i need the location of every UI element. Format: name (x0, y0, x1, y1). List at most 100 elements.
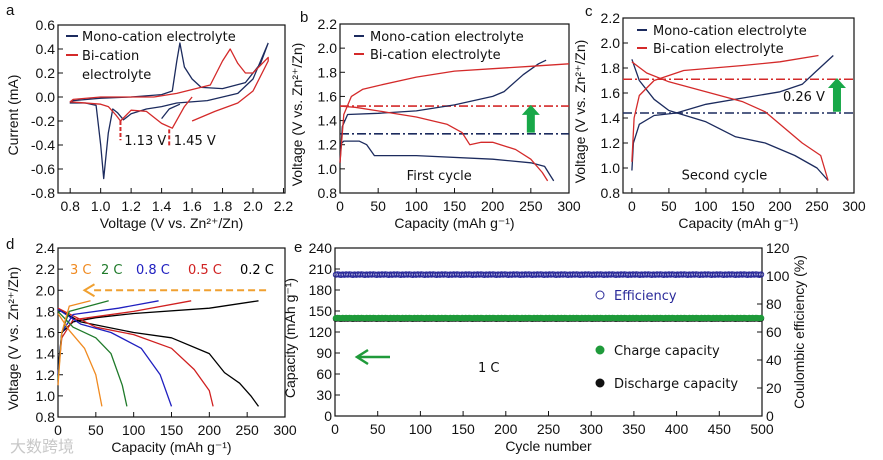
x-tick-label: 150 (451, 421, 475, 437)
legend-marker (595, 290, 605, 300)
x-tick-label: 350 (622, 421, 646, 437)
x-tick-label: 50 (370, 421, 386, 437)
cycle-label: First cycle (407, 169, 472, 184)
series-line-0-2-c (57, 300, 260, 407)
series-line-0-5-c (57, 300, 214, 407)
y2-tick-label: 20 (766, 380, 782, 396)
y2-tick-label: 40 (766, 352, 782, 368)
y-tick-label: 30 (316, 387, 332, 403)
x-tick-label: 300 (273, 422, 297, 438)
rate-label: 0.5 C (188, 263, 222, 278)
y2-tick-label: 120 (766, 240, 790, 256)
series-line-bi-discharge (631, 61, 829, 181)
x-tick-label: 1.6 (182, 198, 202, 214)
y2-axis-label: Coulombic efficiency (%) (791, 255, 807, 409)
y-tick-label: 90 (316, 345, 332, 361)
x-tick-label: 0 (628, 198, 636, 214)
green-up-arrow-icon (521, 104, 540, 133)
legend-bi: Bi-cation (82, 49, 139, 64)
y-tick-label: 0.4 (36, 41, 56, 57)
y-tick-label: 60 (316, 366, 332, 382)
legend-bi: Bi-cation electrolyte (370, 48, 501, 63)
x-tick-label: 150 (160, 422, 184, 438)
x-tick-label: 450 (708, 421, 732, 437)
y-tick-label: -0.2 (31, 113, 55, 129)
legend-mono: Mono-cation electrolyte (370, 30, 524, 45)
x-tick-label: 300 (842, 198, 866, 214)
y-tick-label: 1.0 (318, 161, 338, 177)
legend-bi: Bi-cation electrolyte (653, 42, 784, 57)
y-tick-label: 1.2 (318, 137, 338, 153)
x-axis-label: Capacity (mAh g⁻¹) (678, 215, 798, 231)
peak-label-1-13v: 1.13 V (124, 134, 166, 149)
series-line-bi-charge (631, 54, 819, 162)
x-tick-label: 200 (198, 422, 222, 438)
x-tick-label: 150 (443, 198, 467, 214)
y-axis-label: Voltage (V vs. Zn²⁺/Zn) (5, 267, 21, 411)
y-axis-label: Voltage (V vs. Zn²⁺/Zn) (572, 40, 588, 184)
x-tick-label: 250 (235, 422, 259, 438)
y-tick-label: 2.4 (36, 240, 56, 256)
legend-mono: Mono-cation electrolyte (82, 30, 236, 45)
x-tick-label: 50 (370, 198, 386, 214)
x-tick-label: 100 (122, 422, 146, 438)
y-tick-label: 2.2 (601, 10, 621, 26)
x-axis-label: Cycle number (505, 438, 592, 454)
x-tick-label: 1.4 (152, 198, 172, 214)
x-tick-label: 50 (661, 198, 677, 214)
x-tick-label: 1.0 (91, 198, 111, 214)
panel-d: d 0 50 100 150 200 250 300 0.8 1.0 1.2 1.4 1.6 1.8 2.0… (5, 236, 297, 455)
y-tick-label: 1.4 (36, 346, 56, 362)
panel-letter: d (6, 236, 14, 253)
legend-charge-capacity: Charge capacity (614, 344, 720, 359)
panel-b: b 0 50 100 150 200 250 300 0.8 1.0 1.2 1.4 1.6 1.8 2.0… (289, 9, 581, 231)
plot-frame (622, 17, 855, 194)
y-tick-label: -0.8 (31, 185, 55, 201)
series-line-mono-discharge (339, 140, 555, 182)
x-axis-label: Voltage (V vs. Zn²⁺/Zn) (100, 215, 244, 231)
series-line-3-c (57, 300, 103, 407)
y2-tick-label: 0 (766, 408, 774, 424)
x-tick-label: 0 (331, 421, 339, 437)
x-tick-label: 250 (537, 421, 561, 437)
y-tick-label: 1.4 (601, 110, 621, 126)
panel-c: c 0 50 100 150 200 250 300 0.8 1.0 1.2 1.4 1.6 1.8 2.0… (572, 3, 866, 231)
y2-tick-label: 100 (766, 268, 790, 284)
series-line-bi-charge (339, 63, 570, 163)
y-tick-label: 1.0 (36, 388, 56, 404)
y-tick-label: 240 (309, 240, 333, 256)
y-tick-label: 1.6 (36, 325, 56, 341)
series-line-bi-discharge (339, 105, 549, 182)
y-tick-label: 0.8 (601, 185, 621, 201)
rate-label: 1 C (478, 361, 499, 376)
left-arrow-icon (82, 283, 95, 298)
y-tick-label: 0.6 (36, 17, 56, 33)
x-tick-label: 500 (750, 421, 774, 437)
y-axis-label: Capacity (mAh g⁻¹) (282, 278, 298, 398)
y-tick-label: 0.0 (36, 89, 56, 105)
x-tick-label: 100 (409, 421, 433, 437)
y-tick-label: 0.2 (36, 65, 56, 81)
x-tick-label: 0 (54, 422, 62, 438)
panel-e: e0 50 100 150 200 250 300 350 400 450 500030609012… (282, 239, 807, 454)
y-axis-label: Current (mA) (5, 75, 21, 156)
x-tick-label: 200 (481, 198, 505, 214)
x-tick-label: 2.2 (274, 198, 294, 214)
point-efficiency (758, 271, 765, 278)
legend-marker (595, 345, 605, 355)
rate-label: 2 C (101, 263, 122, 278)
x-tick-label: 200 (494, 421, 518, 437)
left-arrow-icon (354, 348, 369, 366)
x-tick-label: 150 (731, 198, 755, 214)
y-tick-label: 2.2 (318, 16, 338, 32)
y-tick-label: 0 (324, 408, 332, 424)
panel-letter: e (294, 239, 302, 256)
panel-letter: c (585, 3, 593, 20)
y-tick-label: 1.6 (601, 85, 621, 101)
y-tick-label: 1.6 (318, 88, 338, 104)
series-line-bi-cation-electrolyte (69, 48, 269, 129)
series-line-mono-charge (631, 55, 834, 171)
y-tick-label: 0.8 (318, 185, 338, 201)
y-tick-label: 120 (309, 324, 333, 340)
